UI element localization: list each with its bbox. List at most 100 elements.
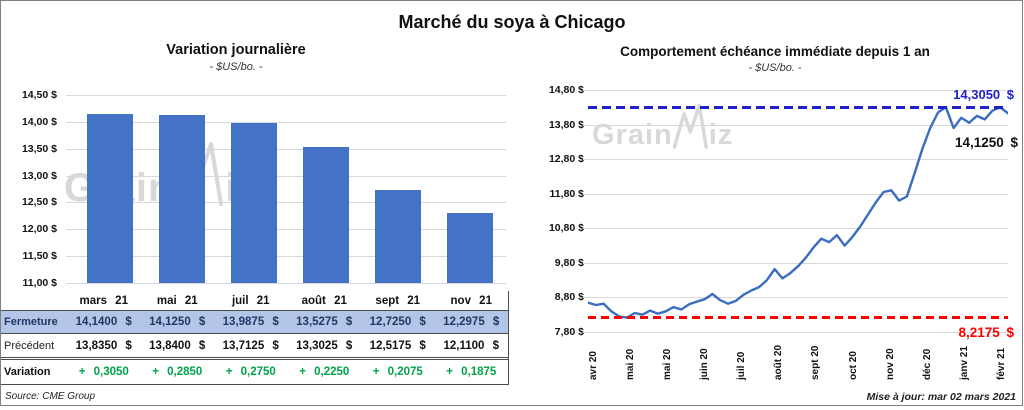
- x-tick-label: juil 20: [736, 351, 748, 380]
- table-row: Précédent 13,8350 $ 13,8400 $ 13,7125 $ 13,3…: [1, 334, 508, 360]
- value-cell: 13,5275 $: [296, 316, 353, 328]
- page-title: Marché du soya à Chicago: [398, 12, 626, 32]
- month-column-header: août 21: [301, 294, 347, 307]
- x-tick-label: mai 20: [662, 348, 674, 380]
- bar: [231, 122, 277, 283]
- zigzag-line-icon: [672, 104, 708, 149]
- value-cell: 14,1400 $: [75, 316, 132, 328]
- contracts-table: mars 21 mai 21 juil 21 août 21 sept 21 nov 21…: [1, 291, 509, 385]
- y-tick-label: 10,80 $: [548, 222, 584, 235]
- watermark-text-left: Grain: [592, 119, 673, 151]
- value-cell: 13,8400 $: [149, 339, 206, 352]
- y-tick-label: 13,50 $: [21, 142, 57, 155]
- gridline: [583, 193, 1008, 195]
- y-tick-label: 9,80 $: [554, 256, 584, 269]
- y-tick-label: 7,80 $: [554, 326, 584, 338]
- y-tick-label: 13,00 $: [21, 169, 57, 182]
- x-tick-label: sept 20: [810, 345, 822, 380]
- y-tick-label: 14,80 $: [548, 84, 584, 96]
- x-tick-label: juin 20: [699, 348, 711, 380]
- value-cell: 12,5175 $: [369, 339, 426, 352]
- gridline: [66, 256, 506, 258]
- value-cell: + 0,2850: [152, 366, 203, 378]
- min-dashed-line: [588, 316, 1008, 320]
- gridline: [66, 229, 506, 231]
- month-column-header: nov 21: [450, 294, 492, 307]
- value-cell: + 0,2250: [299, 366, 350, 378]
- max-dashed-line: [588, 105, 1008, 109]
- y-tick-label: 12,80 $: [548, 153, 584, 166]
- y-tick-label: 13,80 $: [548, 118, 584, 131]
- value-cell: + 0,1875: [446, 366, 497, 378]
- y-tick-label: 11,50 $: [22, 250, 57, 263]
- gridline: [583, 124, 1008, 126]
- bar: [375, 190, 421, 283]
- gridline: [66, 283, 506, 284]
- gridline: [66, 121, 506, 123]
- y-tick-label: 12,50 $: [21, 196, 57, 209]
- grainwiz-watermark: Grain iz: [592, 104, 733, 150]
- month-column-header: mai 21: [156, 294, 198, 307]
- line-chart-title: Comportement échéance immédiate depuis 1…: [620, 44, 930, 59]
- table-row: Variation + 0,3050 + 0,2850 + 0,2750 + 0,225…: [1, 360, 508, 385]
- value-cell: 14,1250 $: [149, 316, 206, 328]
- gridline: [583, 332, 1008, 333]
- value-cell: 13,7125 $: [222, 339, 279, 352]
- x-tick-label: nov 20: [884, 348, 896, 380]
- bar: [303, 147, 349, 283]
- value-cell: + 0,2750: [225, 366, 276, 378]
- x-tick-label: oct 20: [847, 351, 859, 380]
- y-tick-label: 12,00 $: [21, 223, 57, 236]
- bar-chart-y-axis: 14,50 $ 14,00 $ 13,50 $ 13,00 $ 12,50 $ 12,00…: [0, 88, 57, 289]
- price-line-series: [588, 105, 1008, 319]
- y-tick-label: 8,80 $: [554, 291, 584, 304]
- line-chart-plot-area: [583, 90, 1008, 333]
- month-column-header: sept 21: [375, 294, 421, 307]
- value-cell: 13,3025 $: [296, 339, 353, 352]
- x-tick-label: août 20: [773, 344, 785, 380]
- value-cell: 12,7250 $: [369, 316, 426, 328]
- bar: [447, 213, 493, 283]
- bar-chart-subtitle: - $US/bo. -: [209, 61, 263, 73]
- row-label: Précédent: [4, 339, 55, 352]
- x-tick-label: déc 20: [921, 348, 933, 380]
- value-cell: 13,8350 $: [75, 339, 132, 352]
- month-column-header: mars 21: [79, 294, 128, 307]
- gridline: [66, 148, 506, 150]
- gridline: [583, 262, 1008, 264]
- gridline: [66, 175, 506, 177]
- line-chart-y-axis: 14,80 $ 13,80 $ 12,80 $ 11,80 $ 10,80 $ 9,80 …: [532, 83, 584, 343]
- bar: [87, 114, 133, 283]
- bar: [159, 115, 205, 283]
- y-tick-label: 14,00 $: [21, 115, 57, 128]
- gridline: [583, 159, 1008, 161]
- month-column-header: juil 21: [231, 294, 270, 307]
- x-tick-label: janv 21: [958, 346, 970, 380]
- gridline: [66, 202, 506, 204]
- gridline: [66, 95, 506, 96]
- table-row: Fermeture 14,1400 $ 14,1250 $ 13,9875 $ 13,5…: [1, 310, 508, 334]
- price-line: [588, 105, 1008, 319]
- gridline: [583, 228, 1008, 230]
- bar-chart-plot-area: [66, 95, 506, 284]
- bar-chart-title: Variation journalière: [166, 42, 306, 58]
- update-date: Mise à jour: mar 02 mars 2021: [866, 391, 1016, 403]
- watermark-text-right: iz: [708, 119, 734, 151]
- max-value-callout: 14,3050 $: [953, 87, 1014, 102]
- y-tick-label: 11,00 $: [22, 277, 57, 289]
- row-label: Fermeture: [4, 316, 58, 328]
- x-tick-label: avr 20: [588, 351, 599, 380]
- value-cell: 13,9875 $: [222, 316, 279, 328]
- value-cell: 12,2975 $: [443, 316, 500, 328]
- row-label: Variation: [4, 366, 51, 378]
- value-cell: + 0,3050: [78, 366, 129, 378]
- line-chart-subtitle: - $US/bo. -: [748, 62, 802, 74]
- table-header-row: mars 21 mai 21 juil 21 août 21 sept 21 nov 21: [1, 291, 508, 310]
- x-tick-label: mai 20: [625, 348, 637, 380]
- x-tick-label: févr 21: [995, 347, 1007, 380]
- value-cell: 12,1100 $: [443, 339, 500, 352]
- min-value-callout: 8,2175 $: [958, 325, 1014, 340]
- gridline: [583, 297, 1008, 299]
- gridline: [583, 90, 1008, 91]
